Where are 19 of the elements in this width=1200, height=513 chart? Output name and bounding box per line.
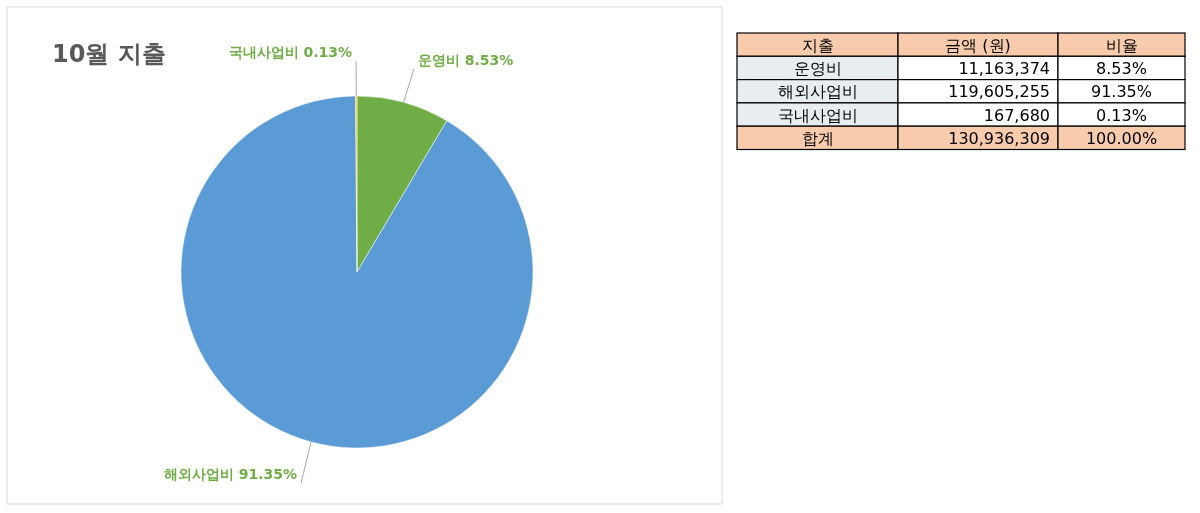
category-label: 합계 [801, 128, 834, 148]
data-label: 11,163,374 [958, 58, 1050, 78]
data-label: 119,605,255 [948, 82, 1050, 102]
text: 지출 [801, 35, 834, 55]
slice-label: 해외사업비 91.35% [163, 466, 297, 483]
data-label: 8.53% [1096, 58, 1147, 78]
category-label: 운영비 [793, 58, 842, 78]
data-label: 0.13% [1096, 105, 1147, 125]
data-label: 167,680 [983, 105, 1050, 125]
data-label: 100.00% [1085, 128, 1158, 148]
slice-label: 국내사업비 0.13% [228, 44, 353, 61]
chart-title: 10월 지출 [52, 40, 166, 68]
series-label: 금액 (원) [945, 35, 1011, 55]
slice-label: 운영비 8.53% [417, 51, 514, 68]
data-label: 130,936,309 [948, 128, 1050, 148]
category-label: 국내사업비 [777, 105, 858, 125]
series-label: 비율 [1105, 35, 1138, 55]
category-label: 해외사업비 [777, 82, 858, 102]
data-label: 91.35% [1090, 82, 1153, 102]
